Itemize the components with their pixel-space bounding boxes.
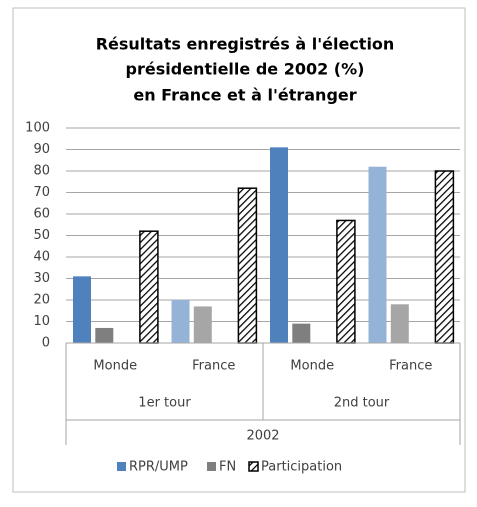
bar [139,230,159,344]
y-tick-label: 80 [33,164,50,179]
legend-label: RPR/UMP [129,460,188,475]
bar [237,187,258,344]
bar [336,219,356,344]
bar [73,276,91,343]
y-tick-label: 0 [42,336,50,351]
bar [171,300,190,343]
bar [434,170,455,344]
chart-title: en France et à l'étranger [133,86,356,105]
supergroup-label: 2002 [246,429,279,444]
y-tick-label: 10 [33,314,50,329]
legend-label: FN [219,460,236,475]
legend-swatch [117,462,126,471]
bar [292,323,311,343]
bar [95,327,114,343]
legend-swatch [207,462,216,471]
bar [368,166,387,343]
chart-title: présidentielle de 2002 (%) [126,60,365,79]
y-tick-label: 90 [33,142,50,157]
y-tick-label: 40 [33,250,50,265]
x-tick-label: Monde [93,359,137,374]
legend-label: Participation [261,460,342,475]
bar [390,304,409,343]
bar [193,306,212,343]
legend-swatch [248,461,259,472]
y-tick-label: 50 [33,228,50,243]
y-tick-label: 60 [33,207,50,222]
y-tick-label: 100 [25,121,50,136]
y-tick-label: 70 [33,185,50,200]
bar [270,147,288,343]
group-label: 1er tour [138,396,191,411]
x-tick-label: France [389,359,432,374]
group-label: 2nd tour [334,396,390,411]
x-tick-label: France [192,359,235,374]
chart-title: Résultats enregistrés à l'élection [96,35,395,54]
x-tick-label: Monde [290,359,334,374]
y-tick-label: 30 [33,271,50,286]
y-tick-label: 20 [33,293,50,308]
